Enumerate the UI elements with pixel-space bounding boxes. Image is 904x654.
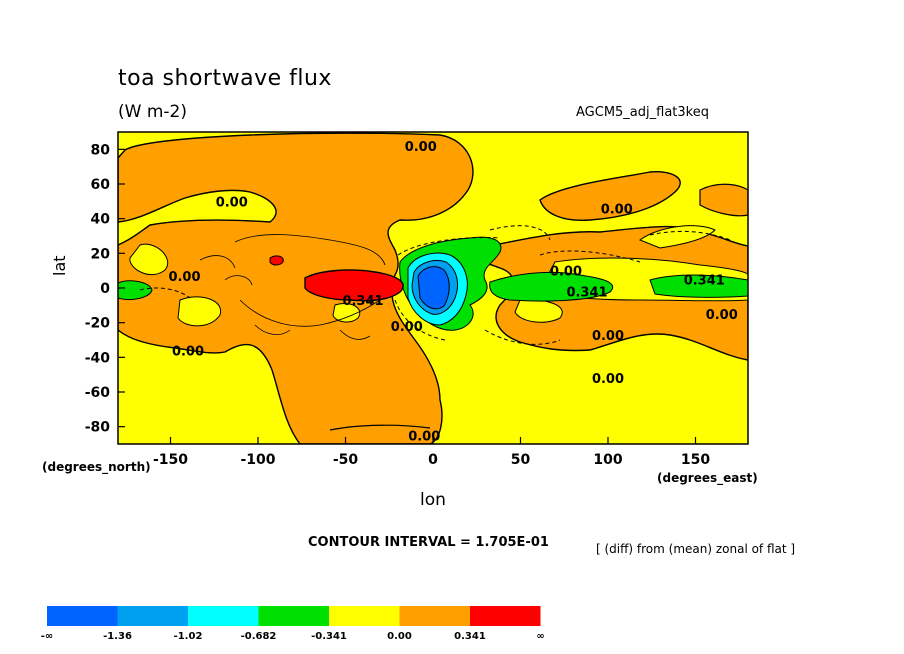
y-tick-label: 60 — [91, 177, 111, 193]
chart-title: toa shortwave flux — [118, 66, 332, 91]
y-tick-label: -20 — [85, 316, 111, 332]
x-axis-label: lon — [420, 490, 446, 510]
colorbar-label: -1.36 — [103, 631, 132, 642]
positive-region-west — [118, 132, 474, 444]
contour-labels: 0.00 0.00 0.00 0.00 0.00 0.341 0.341 0.341 0.00 0… — [168, 140, 737, 444]
contour-label: 0.00 — [405, 140, 437, 155]
positive-region-northeast — [539, 171, 681, 222]
colorbar-label: -0.682 — [241, 631, 277, 642]
y-tick-label: -40 — [85, 350, 111, 366]
contour-label: 0.341 — [566, 285, 607, 300]
colorbar: -∞ -1.36 -1.02 -0.682 -0.341 0.00 0.341 ∞ — [41, 606, 545, 642]
x-tick-label: 100 — [593, 452, 622, 468]
y-tick-label: -60 — [85, 385, 111, 401]
x-tick-label: -50 — [333, 452, 359, 468]
x-tick-label: -150 — [153, 452, 188, 468]
negative-band-green — [489, 271, 613, 302]
negative-pocket — [177, 296, 222, 327]
y-units-label: (degrees_north) — [42, 460, 151, 474]
colorbar-swatch — [117, 606, 188, 626]
colorbar-swatch — [258, 606, 329, 626]
positive-region-northeast-edge — [699, 183, 748, 217]
difference-note: [ (diff) from (mean) zonal of flat ] — [596, 542, 796, 556]
x-tick-label: 150 — [681, 452, 710, 468]
contour-label: 0.341 — [684, 273, 725, 288]
negative-pocket — [129, 243, 168, 276]
southern-contour-line — [329, 424, 431, 431]
positive-region-red — [304, 269, 404, 302]
colorbar-label: -∞ — [41, 631, 53, 642]
contour-label: 0.341 — [342, 294, 383, 309]
negative-band-green — [649, 274, 748, 298]
colorbar-swatch — [399, 606, 470, 626]
x-tick-label: -100 — [240, 452, 275, 468]
negative-pocket — [332, 303, 361, 323]
contour-label: 0.00 — [168, 270, 200, 285]
colorbar-swatch — [188, 606, 259, 626]
units-label: (W m-2) — [118, 102, 187, 122]
positive-spot-red — [269, 255, 284, 266]
y-tick-label: 0 — [100, 281, 110, 297]
contour-label: 0.00 — [391, 320, 423, 335]
contour-label: 0.00 — [172, 344, 204, 359]
contour-interval-label: CONTOUR INTERVAL = 1.705E-01 — [308, 535, 549, 550]
contour-label: 0.00 — [550, 265, 582, 280]
contour-map-field — [118, 132, 748, 444]
y-tick-label: 40 — [91, 212, 111, 228]
x-units-label: (degrees_east) — [657, 471, 758, 485]
contour-label: 0.00 — [216, 195, 248, 210]
y-tick-label: 20 — [91, 246, 111, 262]
y-tick-label: 80 — [91, 142, 111, 158]
contour-label: 0.00 — [592, 372, 624, 387]
colorbar-swatch — [470, 606, 541, 626]
contour-label: 0.00 — [706, 308, 738, 323]
negative-contour-lines — [139, 225, 731, 345]
contour-label: 0.00 — [592, 329, 624, 344]
y-axis-ticks: 80 60 40 20 0 -20 -40 -60 -80 — [85, 142, 125, 436]
x-tick-label: 50 — [511, 452, 531, 468]
colorbar-label: -1.02 — [174, 631, 203, 642]
colorbar-swatch — [329, 606, 400, 626]
colorbar-label: -0.341 — [311, 631, 347, 642]
colorbar-swatch — [47, 606, 118, 626]
contour-label: 0.00 — [601, 202, 633, 217]
x-axis-ticks: -150 -100 -50 0 50 100 150 — [153, 437, 710, 468]
negative-band-green — [118, 280, 153, 301]
y-tick-label: -80 — [85, 420, 111, 436]
positive-contour-lines — [199, 234, 386, 340]
run-name-label: AGCM5_adj_flat3keq — [576, 105, 709, 120]
colorbar-label: ∞ — [536, 631, 544, 642]
colorbar-label: 0.341 — [454, 631, 486, 642]
colorbar-label: 0.00 — [387, 631, 412, 642]
negative-core-blue — [417, 266, 450, 310]
negative-pocket — [638, 225, 716, 249]
contour-label: 0.00 — [408, 429, 440, 444]
x-tick-label: 0 — [428, 452, 438, 468]
